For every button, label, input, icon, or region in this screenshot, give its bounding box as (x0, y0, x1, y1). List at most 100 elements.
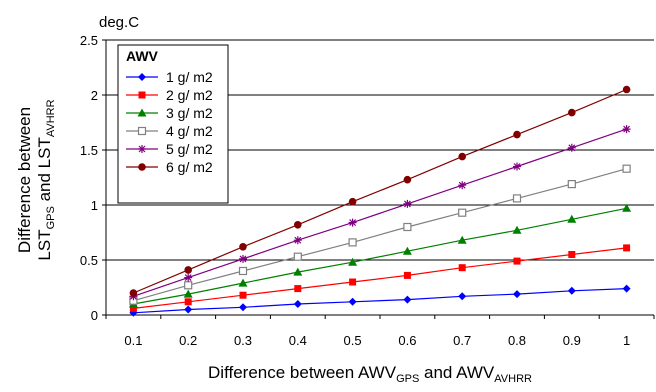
data-point (403, 271, 411, 279)
x-axis-title-middle: and AWV (419, 363, 495, 382)
legend-item-1: 1 g/ m2 (126, 69, 213, 85)
legend-label: 2 g/ m2 (166, 87, 213, 103)
data-point (348, 238, 357, 247)
data-point (184, 305, 193, 314)
data-point (293, 252, 302, 261)
data-point (402, 246, 412, 255)
data-point (458, 292, 467, 301)
y-tick-label: 2 (91, 88, 98, 103)
x-tick-label: 0.2 (179, 333, 197, 348)
series-1 (129, 284, 631, 317)
y-tick-label: 0.5 (80, 253, 98, 268)
data-point (349, 278, 357, 286)
legend-label: 5 g/ m2 (166, 141, 213, 157)
y-axis-title-line1: Difference between (15, 107, 34, 253)
data-point (184, 281, 193, 290)
y-unit-label: deg.C (99, 14, 139, 31)
data-point (238, 266, 248, 276)
x-tick-label: 0.4 (289, 333, 307, 348)
data-point (403, 295, 412, 304)
y-tick-label: 1.5 (80, 143, 98, 158)
data-point (403, 222, 412, 232)
legend-label: 1 g/ m2 (166, 69, 213, 85)
data-point (294, 221, 302, 229)
series-3 (128, 203, 632, 308)
x-tick-label: 0.6 (398, 333, 416, 348)
series-line-6 (133, 88, 627, 294)
data-point (622, 203, 632, 212)
legend-item-6: 6 g/ m2 (126, 159, 213, 175)
series-2 (129, 244, 631, 312)
y-axis-title-line2-middle: and LST (35, 137, 54, 206)
data-point (403, 199, 412, 208)
data-point (623, 244, 631, 252)
data-point (622, 125, 631, 134)
data-point (348, 297, 357, 306)
legend-item-5: 5 g/ m2 (126, 141, 213, 157)
data-point (348, 218, 357, 227)
legend-swatch-marker (138, 91, 146, 99)
data-point (403, 175, 412, 184)
data-point (183, 289, 193, 298)
data-point (512, 225, 522, 234)
x-axis-title-sub2: AVHRR (494, 373, 532, 385)
data-point (622, 284, 631, 293)
legend-swatch-marker (138, 163, 146, 171)
legend-items: 1 g/ m2 2 g/ m2 3 g/ m2 4 g/ m2 5 g/ m2 6 g/ … (126, 69, 213, 175)
data-point (458, 181, 467, 190)
x-tick-labels: 0.1 0.2 0.3 0.4 0.5 0.6 0.7 0.8 0.9 1 (124, 333, 630, 348)
data-point (622, 85, 631, 94)
series-4 (129, 164, 631, 305)
legend-item-2: 2 g/ m2 (126, 87, 213, 103)
legend-item-3: 3 g/ m2 (126, 105, 213, 121)
data-point (512, 194, 522, 203)
tick-marks (102, 39, 655, 319)
series-line-5 (133, 128, 627, 297)
data-point (567, 286, 576, 295)
series-line-2 (133, 247, 627, 309)
data-point (293, 236, 302, 245)
data-point (129, 304, 137, 312)
x-tick-label: 0.3 (234, 333, 252, 348)
legend-swatch-marker (137, 108, 147, 117)
data-point (458, 208, 467, 217)
y-tick-labels: 0 0.5 1 1.5 2 2.5 (80, 33, 98, 323)
data-point (184, 298, 192, 306)
data-point (567, 180, 576, 189)
data-point (513, 130, 521, 139)
data-point (184, 273, 193, 282)
data-point (184, 266, 192, 274)
data-point (348, 197, 357, 206)
data-point (239, 291, 247, 299)
legend-swatch-marker (137, 126, 147, 136)
data-point (567, 214, 577, 223)
legend-label: 6 g/ m2 (166, 159, 213, 175)
legend-box (117, 44, 229, 204)
legend-swatch-marker (138, 145, 146, 153)
x-tick-label: 0.7 (453, 333, 471, 348)
legend-label: 3 g/ m2 (166, 105, 213, 121)
x-axis-title-sub1: GPS (396, 373, 419, 385)
x-tick-label: 0.8 (508, 333, 526, 348)
x-axis-title: Difference between AWVGPS and AWVAVHRR (208, 363, 532, 385)
data-point (622, 164, 631, 173)
data-point (513, 162, 521, 171)
data-point (238, 278, 248, 287)
x-axis-title-prefix: Difference between AWV (208, 363, 397, 382)
series-line-1 (133, 288, 627, 314)
y-axis-title-line2-sub1: GPS (45, 206, 57, 229)
series-6 (129, 85, 631, 297)
y-axis-title-line2-sub2: AVHRR (45, 99, 57, 137)
data-point (567, 143, 576, 152)
data-point (458, 152, 467, 161)
data-point (293, 267, 303, 276)
y-axis-title-line2-prefix: LST (35, 229, 54, 260)
y-axis-title-line2: LSTGPS and LSTAVHRR (35, 99, 57, 260)
series-line-3 (133, 207, 627, 305)
legend: AWV 1 g/ m2 2 g/ m2 3 g/ m2 4 g/ m2 5 g/ m2 6… (117, 44, 229, 204)
data-point (129, 289, 138, 297)
legend-swatch-marker (138, 73, 146, 81)
data-point (239, 243, 247, 251)
data-point (568, 108, 576, 117)
